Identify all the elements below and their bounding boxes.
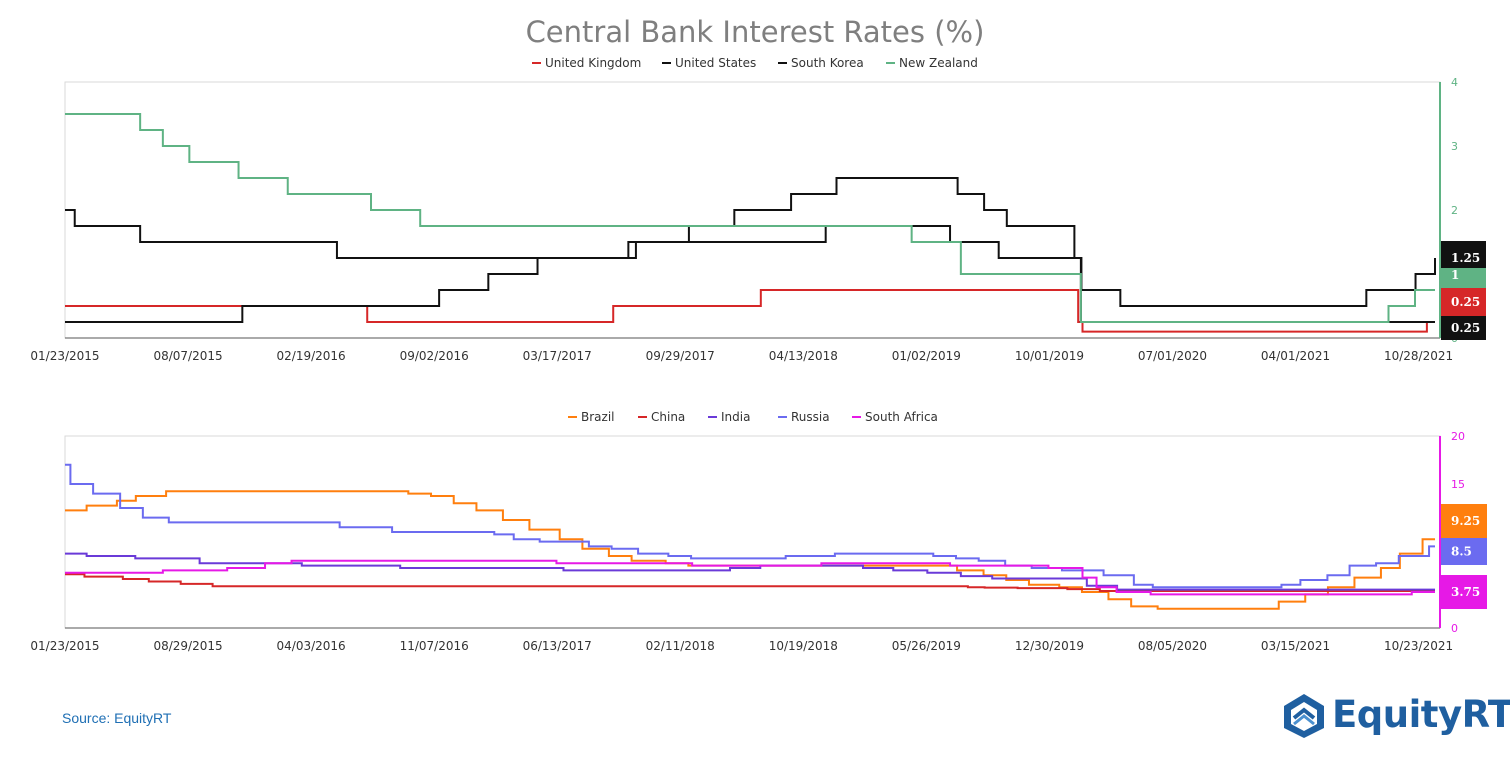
legend-item-united-states: United States [662, 56, 756, 70]
badge-box [1441, 288, 1486, 316]
y-tick-label: 0 [1451, 622, 1458, 635]
series-line-new-zealand [65, 113, 1435, 323]
x-tick-label: 01/23/2015 [30, 639, 99, 653]
legend-label: Brazil [581, 410, 615, 424]
end-value-badge: 0.25 [1441, 288, 1486, 316]
series-line-russia [65, 463, 1435, 589]
legend-label: South Korea [791, 56, 864, 70]
badge-text: 9.25 [1451, 514, 1480, 528]
legend-label: United States [675, 56, 756, 70]
x-tick-label: 03/17/2017 [523, 349, 592, 363]
x-tick-label: 02/11/2018 [646, 639, 715, 653]
x-tick-label: 01/02/2019 [892, 349, 961, 363]
series-line-india [65, 552, 1435, 591]
legend-label: China [651, 410, 685, 424]
equityrt-logo-text: EquityRT [1332, 693, 1510, 736]
x-tick-label: 09/29/2017 [646, 349, 715, 363]
x-tick-label: 10/01/2019 [1015, 349, 1084, 363]
equityrt-logo[interactable]: EquityRT [1280, 692, 1510, 742]
badge-text: 0.25 [1451, 321, 1480, 335]
legend-label: New Zealand [899, 56, 978, 70]
badge-box [1441, 268, 1486, 282]
end-value-badge [1441, 282, 1486, 288]
legend-item-united-kingdom: United Kingdom [532, 56, 641, 70]
x-tick-label: 10/28/2021 [1384, 349, 1453, 363]
x-tick-label: 05/26/2019 [892, 639, 961, 653]
series-line-united-kingdom [65, 289, 1428, 333]
series-line-china [65, 573, 1435, 593]
chart-2: Brazil China India Russia South Africa 01/23/… [30, 410, 1487, 653]
legend-item-russia: Russia [778, 410, 830, 424]
x-tick-label: 04/03/2016 [277, 639, 346, 653]
legend-item-new-zealand: New Zealand [886, 56, 978, 70]
x-tick-label: 11/07/2016 [400, 639, 469, 653]
badge-text: 3.75 [1451, 585, 1480, 599]
legend-item-brazil: Brazil [568, 410, 615, 424]
plot-frame [64, 435, 1441, 629]
legend-label: India [721, 410, 750, 424]
badge-text: 1 [1451, 268, 1459, 282]
y-tick-label: 20 [1451, 430, 1465, 443]
legend-item-south-africa: South Africa [852, 410, 938, 424]
x-tick-label: 08/07/2015 [153, 349, 222, 363]
end-value-badge: 9.25 [1441, 504, 1487, 538]
series-line-south-africa [65, 559, 1435, 596]
badge-box [1441, 538, 1487, 565]
legend-label: Russia [791, 410, 830, 424]
x-tick-label: 01/23/2015 [30, 349, 99, 363]
x-tick-label: 08/05/2020 [1138, 639, 1207, 653]
y-tick-label: 4 [1451, 76, 1458, 89]
equityrt-logo-icon [1284, 694, 1324, 738]
x-tick-label: 04/13/2018 [769, 349, 838, 363]
end-value-badge: 3.75 [1441, 575, 1487, 609]
x-tick-label: 07/01/2020 [1138, 349, 1207, 363]
badge-text: 1.25 [1451, 251, 1480, 265]
badge-text: 8.5 [1451, 545, 1472, 559]
x-tick-label: 12/30/2019 [1015, 639, 1084, 653]
badge-text: 0.25 [1451, 295, 1480, 309]
badge-box [1441, 575, 1487, 609]
x-tick-label: 03/15/2021 [1261, 639, 1330, 653]
series-line-united-states [65, 177, 1435, 323]
y-tick-label: 2 [1451, 204, 1458, 217]
x-tick-label: 02/19/2016 [277, 349, 346, 363]
badge-box [1441, 316, 1486, 340]
chart-title: Central Bank Interest Rates (%) [526, 15, 985, 49]
legend-item-south-korea: South Korea [778, 56, 864, 70]
badge-box [1441, 504, 1487, 538]
end-value-badge: 0.25 [1441, 316, 1486, 340]
x-tick-label: 10/19/2018 [769, 639, 838, 653]
y-tick-label: 15 [1451, 478, 1465, 491]
end-value-badge: 8.5 [1441, 538, 1487, 565]
x-tick-label: 10/23/2021 [1384, 639, 1453, 653]
legend-item-china: China [638, 410, 685, 424]
legend-item-india: India [708, 410, 750, 424]
chart-1: Central Bank Interest Rates (%) United Ki… [30, 15, 1486, 363]
x-tick-label: 09/02/2016 [400, 349, 469, 363]
legend-label: United Kingdom [545, 56, 641, 70]
legend-label: South Africa [865, 410, 938, 424]
badge-box [1441, 282, 1486, 288]
series-line-south-korea [65, 209, 1436, 307]
y-tick-label: 3 [1451, 140, 1458, 153]
end-value-badge: 1 [1441, 268, 1486, 282]
x-tick-label: 08/29/2015 [153, 639, 222, 653]
x-tick-label: 06/13/2017 [523, 639, 592, 653]
x-tick-label: 04/01/2021 [1261, 349, 1330, 363]
source-label: Source: EquityRT [62, 710, 172, 726]
